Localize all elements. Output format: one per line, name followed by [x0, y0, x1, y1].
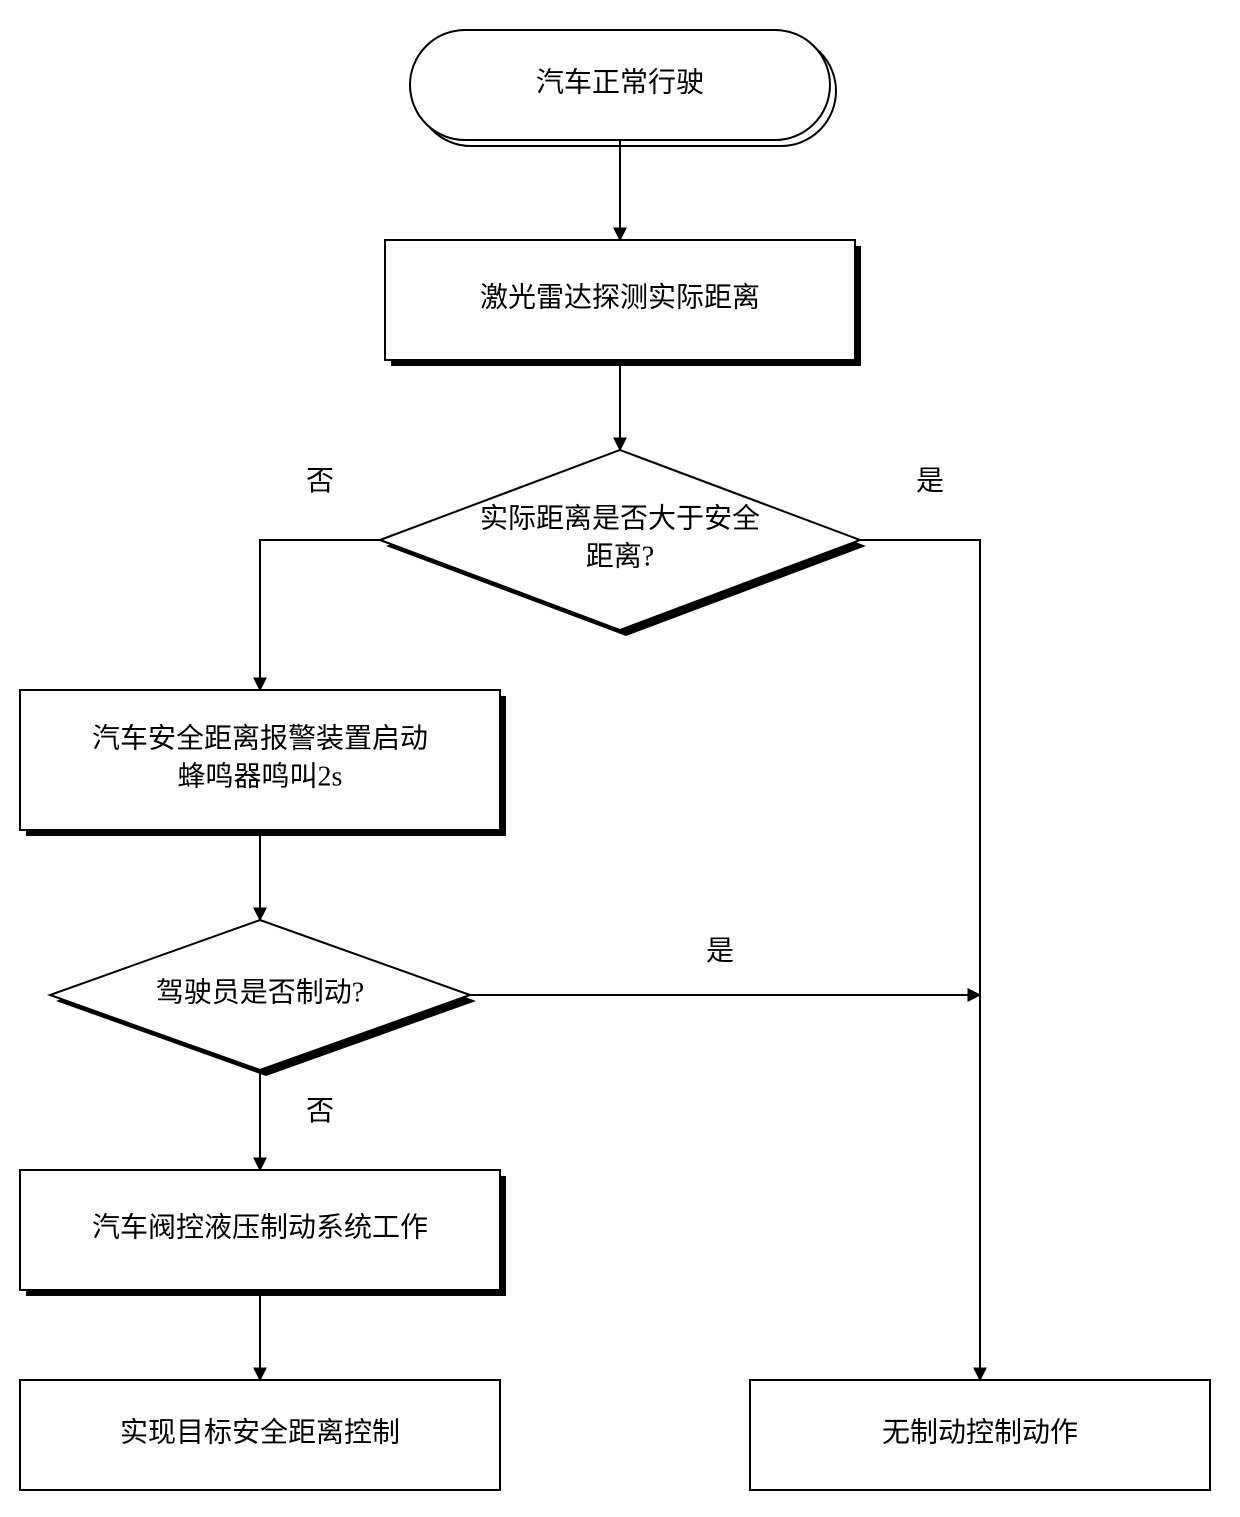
- node-detect: 激光雷达探测实际距离: [385, 240, 861, 366]
- node-brake-text-0: 汽车阀控液压制动系统工作: [92, 1211, 428, 1243]
- node-goal: 实现目标安全距离控制: [20, 1380, 500, 1490]
- node-q1-text-1: 距离?: [586, 540, 654, 572]
- node-noaction-text-0: 无制动控制动作: [882, 1416, 1078, 1448]
- node-alarm-text-1: 蜂鸣器鸣叫2s: [178, 760, 343, 792]
- node-alarm: 汽车安全距离报警装置启动蜂鸣器鸣叫2s: [20, 690, 506, 836]
- edge-label-q1-noaction: 是: [916, 466, 944, 497]
- nodes: 汽车正常行驶激光雷达探测实际距离实际距离是否大于安全距离?汽车安全距离报警装置启…: [20, 30, 1210, 1490]
- node-detect-text-0: 激光雷达探测实际距离: [480, 281, 760, 313]
- edge-q1-alarm: [260, 540, 380, 690]
- node-noaction: 无制动控制动作: [750, 1380, 1210, 1490]
- node-q2: 驾驶员是否制动?: [50, 920, 476, 1076]
- node-goal-text-0: 实现目标安全距离控制: [120, 1416, 400, 1448]
- node-start: 汽车正常行驶: [410, 30, 836, 146]
- node-q1: 实际距离是否大于安全距离?: [380, 450, 866, 636]
- node-q1-text-0: 实际距离是否大于安全: [480, 503, 760, 535]
- node-q2-text-0: 驾驶员是否制动?: [156, 976, 364, 1008]
- edge-label-q2-noaction: 是: [706, 936, 734, 967]
- node-alarm-text-0: 汽车安全距离报警装置启动: [92, 723, 428, 755]
- edge-label-q2-brake: 否: [306, 1096, 334, 1127]
- node-start-text-0: 汽车正常行驶: [536, 66, 704, 98]
- edge-label-q1-alarm: 否: [306, 466, 334, 497]
- edge-q1-noaction: [860, 540, 980, 1380]
- node-brake: 汽车阀控液压制动系统工作: [20, 1170, 506, 1296]
